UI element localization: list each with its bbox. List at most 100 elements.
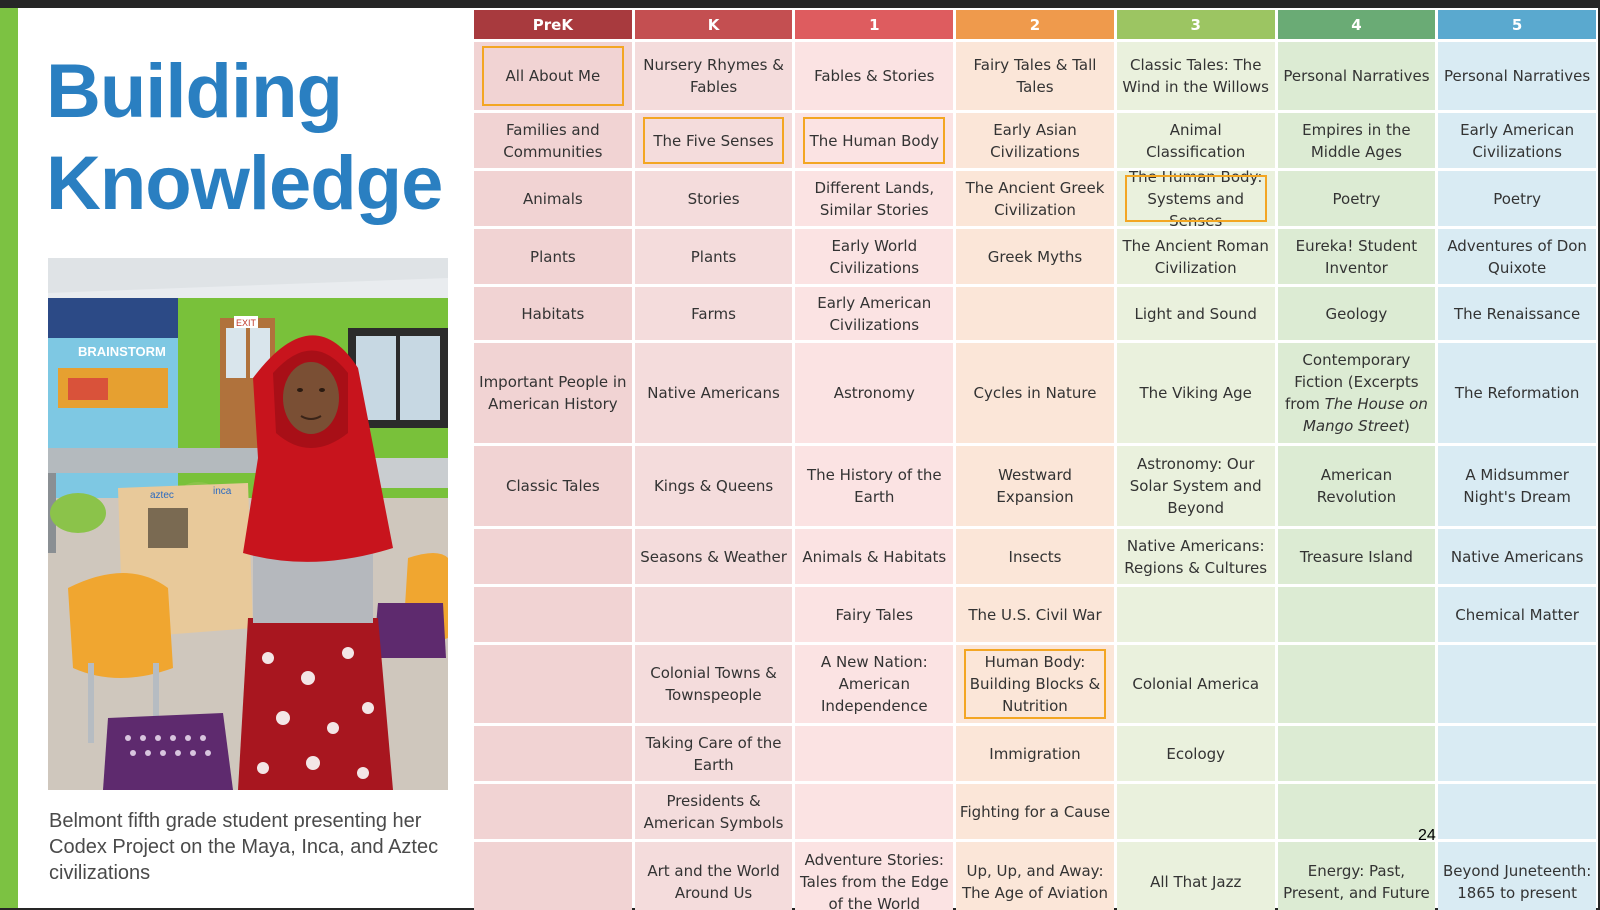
unit-cell: Colonial Towns & Townspeople	[634, 645, 793, 723]
student-photo: EXIT BRAINSTORM aztec inca	[48, 258, 448, 790]
unit-cell	[956, 287, 1114, 340]
grade-header: 3	[1116, 10, 1275, 39]
page-number: 24	[1418, 827, 1436, 844]
title-line-1: Building	[46, 49, 343, 134]
unit-cell	[474, 529, 632, 584]
unit-cell: Empires in the Middle Ages	[1277, 113, 1436, 168]
right-border	[1598, 0, 1600, 910]
unit-cell: The Human Body: Systems and Senses	[1116, 168, 1275, 230]
unit-cell: Human Body: Building Blocks & Nutrition	[956, 645, 1114, 723]
unit-cell: The Renaissance	[1438, 287, 1596, 340]
grade-header: 1	[795, 10, 954, 39]
unit-cell	[474, 587, 632, 642]
unit-cell: Early American Civilizations	[1438, 113, 1596, 168]
unit-cell	[1438, 784, 1596, 839]
unit-cell: Early World Civilizations	[795, 229, 954, 284]
unit-cell: Up, Up, and Away: The Age of Aviation	[956, 842, 1114, 910]
photo-caption: Belmont fifth grade student presenting h…	[49, 810, 439, 884]
unit-cell: Personal Narratives	[1277, 42, 1436, 110]
unit-cell: Immigration	[956, 726, 1114, 781]
unit-cell	[1277, 784, 1436, 839]
unit-cell	[1438, 726, 1596, 781]
unit-cell: Adventure Stories: Tales from the Edge o…	[795, 842, 954, 910]
unit-cell: Energy: Past, Present, and Future	[1277, 842, 1436, 910]
unit-cell	[634, 587, 793, 642]
unit-cell: Stories	[634, 171, 793, 226]
unit-cell: Chemical Matter	[1438, 587, 1596, 642]
unit-cell: Geology	[1277, 287, 1436, 340]
unit-cell: The U.S. Civil War	[956, 587, 1114, 642]
unit-cell	[1438, 645, 1596, 723]
unit-cell: The Ancient Greek Civilization	[956, 171, 1114, 226]
unit-cell: Animals	[474, 171, 632, 226]
unit-cell	[1116, 587, 1275, 642]
unit-cell	[474, 842, 632, 910]
unit-cell: Habitats	[474, 287, 632, 340]
unit-cell: Farms	[634, 287, 793, 340]
grade-header: 5	[1438, 10, 1596, 39]
unit-cell: Art and the World Around Us	[634, 842, 793, 910]
unit-cell: Adventures of Don Quixote	[1438, 229, 1596, 284]
unit-cell	[795, 784, 954, 839]
unit-cell: Classic Tales: The Wind in the Willows	[1116, 42, 1275, 110]
brainstorm-sign: BRAINSTORM	[78, 344, 166, 359]
slide-title: Building Knowledge	[46, 46, 466, 230]
unit-cell	[474, 726, 632, 781]
unit-cell: Families and Communities	[474, 113, 632, 168]
unit-cell: Colonial America	[1116, 645, 1275, 723]
unit-cell: Seasons & Weather	[634, 529, 793, 584]
unit-cell: The Viking Age	[1116, 343, 1275, 443]
unit-cell: Presidents & American Symbols	[634, 784, 793, 839]
unit-cell: Fairy Tales	[795, 587, 954, 642]
unit-cell: Greek Myths	[956, 229, 1114, 284]
unit-cell: Plants	[634, 229, 793, 284]
exit-sign: EXIT	[236, 318, 257, 328]
unit-cell: Treasure Island	[1277, 529, 1436, 584]
unit-cell: All About Me	[474, 42, 632, 110]
unit-cell: Insects	[956, 529, 1114, 584]
unit-cell	[474, 784, 632, 839]
accent-bar	[0, 8, 18, 908]
unit-cell: Light and Sound	[1116, 287, 1275, 340]
unit-cell: Westward Expansion	[956, 446, 1114, 526]
unit-cell: Early Asian Civilizations	[956, 113, 1114, 168]
unit-cell: A Midsummer Night's Dream	[1438, 446, 1596, 526]
unit-cell: American Revolution	[1277, 446, 1436, 526]
unit-cell	[1277, 587, 1436, 642]
unit-cell: Animals & Habitats	[795, 529, 954, 584]
unit-cell	[795, 726, 954, 781]
unit-cell: Poetry	[1438, 171, 1596, 226]
unit-cell: Kings & Queens	[634, 446, 793, 526]
unit-cell: Plants	[474, 229, 632, 284]
unit-cell: Native Americans	[634, 343, 793, 443]
unit-cell	[474, 645, 632, 723]
board-label-inca: inca	[213, 486, 232, 497]
unit-cell: Classic Tales	[474, 446, 632, 526]
unit-cell: The Ancient Roman Civilization	[1116, 229, 1275, 284]
grade-header: PreK	[474, 10, 632, 39]
unit-cell: Personal Narratives	[1438, 42, 1596, 110]
unit-cell: Poetry	[1277, 171, 1436, 226]
grade-header: 4	[1277, 10, 1436, 39]
unit-cell: Fables & Stories	[795, 42, 954, 110]
grade-header: 2	[956, 10, 1114, 39]
unit-cell: Native Americans: Regions & Cultures	[1116, 529, 1275, 584]
unit-cell: Astronomy	[795, 343, 954, 443]
unit-cell: The History of the Earth	[795, 446, 954, 526]
title-line-2: Knowledge	[46, 141, 443, 226]
unit-cell: The Reformation	[1438, 343, 1596, 443]
unit-cell: Beyond Juneteenth: 1865 to present	[1438, 842, 1596, 910]
grade-header: K	[634, 10, 793, 39]
unit-cell: Different Lands, Similar Stories	[795, 171, 954, 226]
top-border	[0, 0, 1600, 8]
unit-cell: Contemporary Fiction (Excerpts from The …	[1277, 343, 1436, 443]
unit-cell: Fairy Tales & Tall Tales	[956, 42, 1114, 110]
unit-cell: Ecology	[1116, 726, 1275, 781]
unit-cell: Cycles in Nature	[956, 343, 1114, 443]
unit-cell	[1277, 726, 1436, 781]
unit-cell: Taking Care of the Earth	[634, 726, 793, 781]
unit-cell: Astronomy: Our Solar System and Beyond	[1116, 446, 1275, 526]
unit-cell: Nursery Rhymes & Fables	[634, 42, 793, 110]
unit-cell	[1116, 784, 1275, 839]
unit-cell: The Five Senses	[634, 113, 793, 168]
